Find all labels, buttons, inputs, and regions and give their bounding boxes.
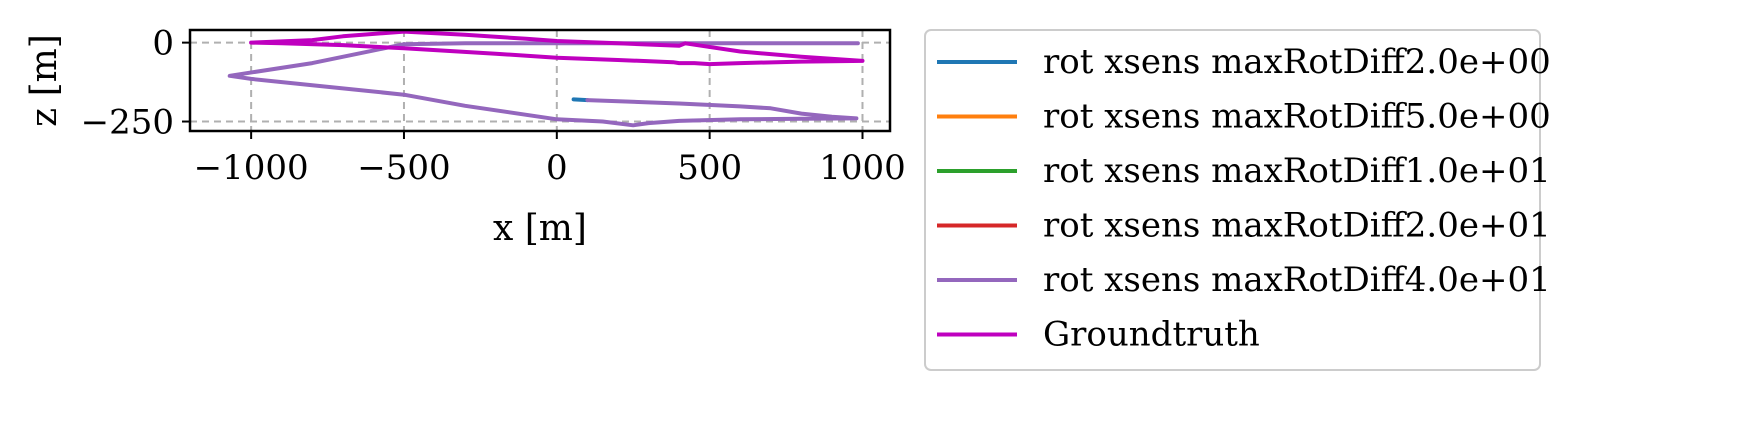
ticks-layer: −1000 −500 0 500 1000 0 −250 bbox=[81, 24, 906, 188]
legend-item: rot xsens maxRotDiff1.0e+01 bbox=[937, 151, 1551, 191]
legend-items: rot xsens maxRotDiff2.0e+00 rot xsens max… bbox=[937, 42, 1551, 355]
legend-item: Groundtruth bbox=[937, 315, 1260, 355]
series-line-5 bbox=[249, 29, 865, 67]
legend-item: rot xsens maxRotDiff2.0e+00 bbox=[937, 42, 1551, 82]
legend-label: rot xsens maxRotDiff2.0e+00 bbox=[1043, 42, 1551, 82]
legend: rot xsens maxRotDiff2.0e+00 rot xsens max… bbox=[924, 29, 1551, 371]
legend-label: rot xsens maxRotDiff4.0e+01 bbox=[1043, 260, 1551, 300]
x-tick-label: −500 bbox=[357, 148, 450, 188]
x-tick-label: 500 bbox=[677, 148, 742, 188]
legend-label: Groundtruth bbox=[1043, 315, 1260, 355]
legend-label: rot xsens maxRotDiff1.0e+01 bbox=[1043, 151, 1551, 191]
legend-item: rot xsens maxRotDiff5.0e+00 bbox=[937, 97, 1551, 137]
x-tick-label: −1000 bbox=[194, 148, 309, 188]
x-axis-label: x [m] bbox=[493, 208, 587, 249]
y-tick-label: −250 bbox=[81, 103, 174, 143]
y-axis-label: z [m] bbox=[24, 34, 65, 127]
legend-label: rot xsens maxRotDiff5.0e+00 bbox=[1043, 97, 1551, 137]
legend-label: rot xsens maxRotDiff2.0e+01 bbox=[1043, 206, 1551, 246]
series-layer bbox=[227, 29, 865, 128]
x-tick-label: 1000 bbox=[819, 148, 906, 188]
plot-frame bbox=[188, 28, 892, 133]
legend-item: rot xsens maxRotDiff2.0e+01 bbox=[937, 206, 1551, 246]
series-line-0 bbox=[571, 97, 590, 103]
legend-item: rot xsens maxRotDiff4.0e+01 bbox=[937, 260, 1551, 300]
legend-frame bbox=[924, 29, 1541, 371]
y-tick-label: 0 bbox=[152, 24, 174, 64]
x-tick-label: 0 bbox=[546, 148, 568, 188]
